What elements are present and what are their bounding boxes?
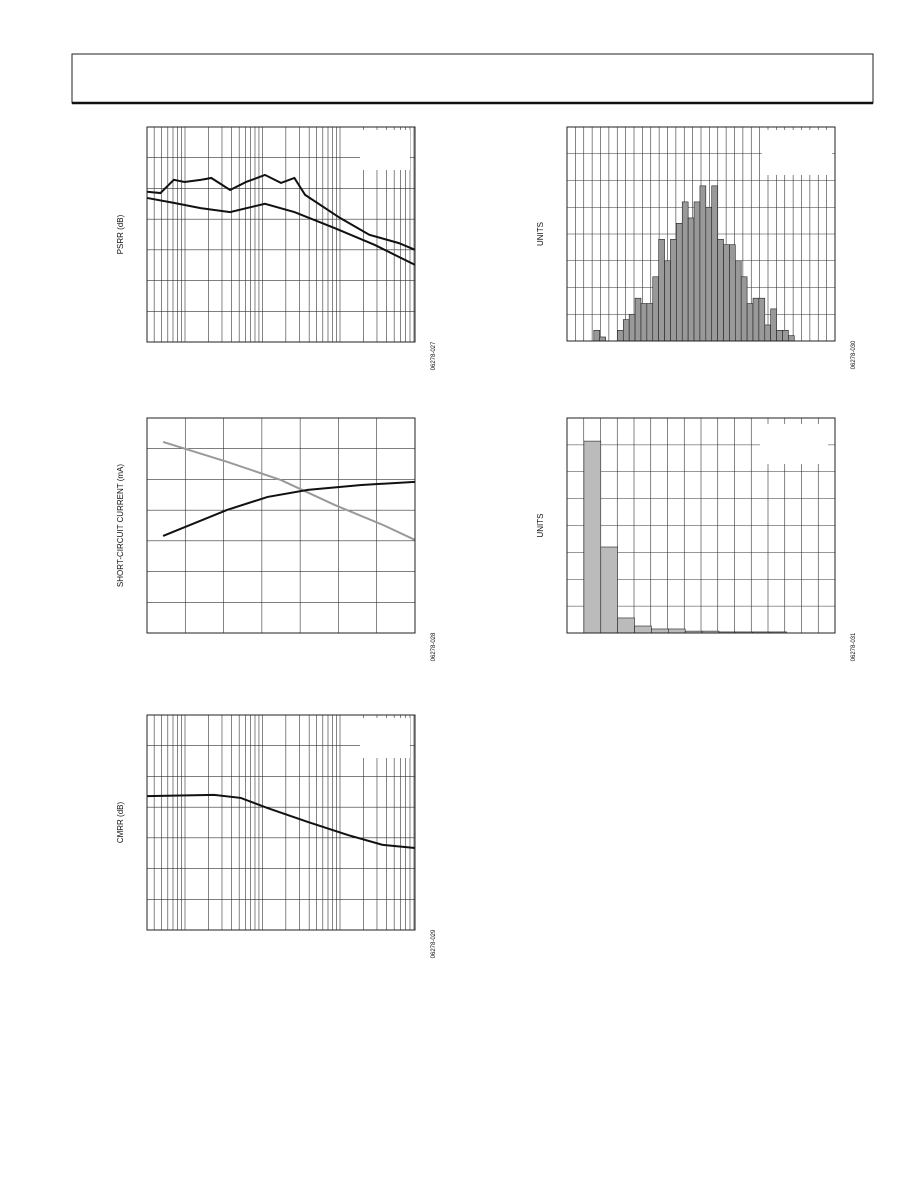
legend-box: [360, 130, 410, 170]
histogram-bar: [583, 440, 602, 634]
histogram-bar: [699, 185, 707, 342]
histogram-bar: [668, 628, 686, 634]
legend-box: [762, 130, 832, 175]
y-axis-label: UNITS: [536, 222, 545, 246]
data-line: [146, 196, 416, 266]
data-line: [162, 441, 416, 541]
legend-box: [360, 718, 410, 758]
histogram-bar: [640, 303, 648, 342]
histogram-bar: [776, 329, 783, 342]
histogram-bar: [681, 201, 689, 342]
histogram-bar: [740, 276, 748, 342]
histogram-bar: [664, 260, 671, 342]
histogram-bar: [617, 329, 624, 342]
histogram-bar: [617, 617, 635, 634]
header-box: [71, 53, 874, 104]
histogram-bar: [746, 303, 754, 342]
data-line: [146, 793, 416, 849]
y-axis-label: UNITS: [536, 514, 545, 538]
histogram-bar: [764, 324, 771, 342]
histogram-bar: [735, 260, 742, 342]
plot-frame: [146, 714, 416, 931]
figure-code: 06278-029: [431, 929, 437, 958]
plot-frame: [146, 126, 416, 343]
figure-code: 06278-027: [431, 341, 437, 370]
y-axis-label: PSRR (dB): [116, 214, 125, 254]
histogram-bar: [634, 625, 652, 634]
histogram-bar: [651, 628, 669, 634]
y-axis-label: SHORT-CIRCUIT CURRENT (mA): [116, 464, 125, 587]
figure-code: 06278-028: [431, 632, 437, 661]
plot-frame: [146, 417, 416, 634]
histogram-bar: [687, 217, 695, 342]
legend-box: [760, 424, 828, 464]
histogram-bar: [717, 239, 724, 342]
histogram-bar: [788, 335, 795, 342]
data-line: [162, 480, 416, 537]
histogram-bar: [723, 244, 730, 342]
histogram-bar: [729, 244, 736, 342]
histogram-bar: [758, 297, 766, 342]
histogram-bar: [705, 206, 713, 342]
histogram-bar: [782, 329, 789, 342]
plot-frame: [566, 126, 836, 342]
figure-code: 06278-030: [851, 340, 857, 369]
histogram-bar: [658, 239, 665, 342]
histogram-bar: [770, 308, 777, 342]
histogram-bar: [600, 546, 618, 634]
histogram-bar: [711, 185, 718, 342]
histogram-bar: [593, 329, 600, 342]
histogram-bar: [622, 319, 630, 342]
histogram-bar: [599, 336, 606, 342]
histogram-bar: [634, 297, 642, 342]
histogram-bar: [693, 201, 701, 342]
histogram-bar: [652, 276, 659, 342]
data-line: [146, 173, 416, 251]
histogram-bar: [752, 297, 760, 342]
histogram-bar: [670, 239, 677, 342]
histogram-bar: [676, 223, 683, 342]
plot-frame: [566, 417, 836, 634]
figure-code: 06278-031: [851, 632, 857, 661]
histogram-bar: [646, 303, 654, 342]
histogram-bar: [628, 313, 636, 342]
y-axis-label: CMRR (dB): [116, 802, 125, 844]
